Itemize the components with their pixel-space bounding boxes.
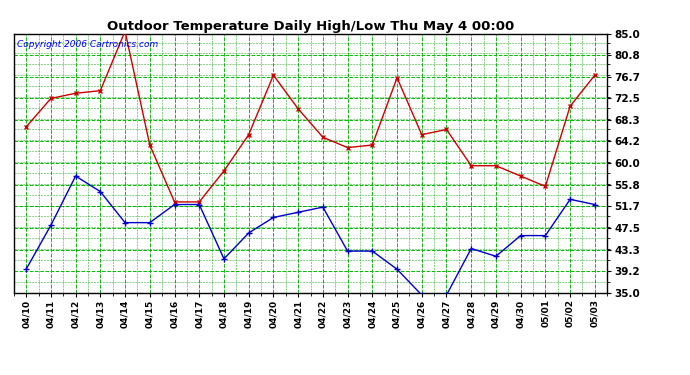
Title: Outdoor Temperature Daily High/Low Thu May 4 00:00: Outdoor Temperature Daily High/Low Thu M… xyxy=(107,20,514,33)
Text: Copyright 2006 Cartronics.com: Copyright 2006 Cartronics.com xyxy=(17,40,158,49)
